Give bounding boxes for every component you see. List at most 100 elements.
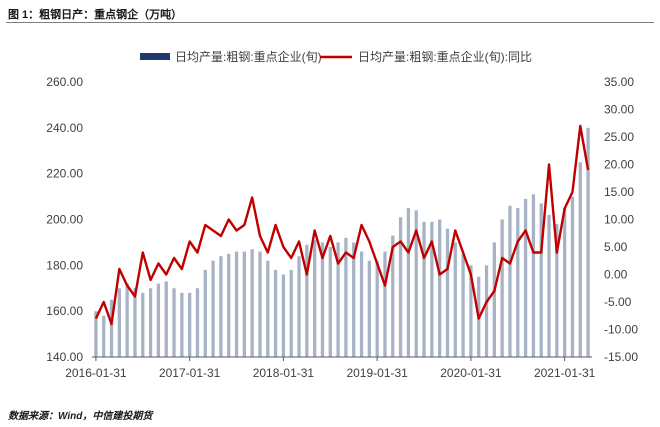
bar (375, 260, 379, 357)
bar (398, 217, 403, 357)
right-tick-label: -5.00 (604, 295, 632, 309)
bar (211, 260, 215, 357)
bar (391, 235, 395, 357)
bar (484, 265, 489, 357)
left-tick-label: 240.00 (46, 121, 83, 135)
right-tick-label: -15.00 (604, 350, 638, 364)
figure-title: 图 1：粗钢日产：重点钢企（万吨） (8, 9, 183, 21)
bar (281, 274, 286, 357)
x-tick-label: 2018-01-31 (253, 366, 315, 380)
bar (445, 228, 450, 357)
left-tick-label: 260.00 (46, 75, 83, 89)
bar (547, 214, 551, 357)
bar (141, 292, 145, 357)
bar (367, 260, 371, 357)
bar (94, 311, 98, 357)
bar (461, 253, 465, 358)
bar (266, 260, 270, 357)
bar (133, 288, 137, 357)
bar (156, 283, 161, 357)
right-tick-label: 20.00 (604, 158, 634, 172)
bar (539, 203, 543, 357)
bar (469, 265, 473, 357)
legend-bar-label: 日均产量:粗钢:重点企业(旬) (175, 49, 322, 64)
bar (336, 242, 340, 357)
bar (344, 237, 348, 357)
bar (180, 292, 184, 357)
right-tick-label: 35.00 (604, 75, 634, 89)
left-tick-label: 160.00 (46, 304, 83, 318)
left-y-axis: 140.00 160.00 180.00 200.00 220.00 240.00 260.… (46, 75, 83, 364)
bar (289, 269, 293, 357)
bar (242, 251, 246, 357)
bar (453, 242, 457, 357)
bar (258, 251, 262, 357)
right-tick-label: 10.00 (604, 213, 634, 227)
bar (523, 198, 528, 358)
right-tick-label: 25.00 (604, 130, 634, 144)
bar (148, 288, 153, 357)
x-tick-label: 2020-01-31 (440, 366, 502, 380)
bar (188, 292, 192, 357)
title-underline (6, 22, 654, 23)
yoy-line-series (94, 124, 590, 326)
data-source: 数据来源：Wind，中信建投期货 (8, 411, 153, 422)
bar (570, 196, 575, 357)
bar (500, 219, 504, 357)
bar-series (94, 127, 590, 358)
x-axis: 2016-01-31 2017-01-31 2018-01-31 2019-01-31… (65, 356, 596, 380)
bar (406, 208, 411, 357)
left-tick-label: 180.00 (46, 258, 83, 272)
bar (563, 208, 567, 357)
bar (195, 288, 200, 357)
x-tick-label: 2016-01-31 (65, 366, 127, 380)
legend: 日均产量:粗钢:重点企业(旬) 日均产量:粗钢:重点企业(旬):同比 (140, 49, 532, 64)
bar (531, 194, 536, 357)
right-tick-label: 30.00 (604, 103, 634, 117)
bar (164, 281, 168, 358)
bar (109, 299, 114, 357)
bar (320, 242, 325, 357)
bar (227, 253, 231, 358)
legend-line-label: 日均产量:粗钢:重点企业(旬):同比 (358, 49, 532, 64)
bar (117, 288, 121, 357)
right-y-axis: -15.00 -10.00 -5.00 0.00 5.00 10.00 15.00 20.00… (604, 75, 638, 364)
left-tick-label: 220.00 (46, 167, 83, 181)
x-tick-label: 2017-01-31 (159, 366, 221, 380)
bar (273, 269, 278, 357)
x-tick-label: 2019-01-31 (346, 366, 408, 380)
bar (516, 208, 520, 357)
bar (492, 242, 496, 357)
left-tick-label: 140.00 (46, 350, 83, 364)
bar (430, 221, 434, 357)
bar (234, 251, 239, 357)
bar (508, 205, 512, 357)
bar (352, 242, 356, 357)
bar (250, 249, 254, 357)
bar (297, 256, 301, 357)
right-tick-label: 5.00 (604, 240, 628, 254)
bar (305, 244, 309, 357)
bar (414, 210, 418, 357)
bar (586, 127, 590, 357)
bar (328, 247, 332, 357)
bar (578, 162, 582, 357)
legend-bar-swatch (140, 53, 170, 60)
x-tick-label: 2021-01-31 (534, 366, 596, 380)
bar (125, 283, 129, 357)
bar (203, 269, 207, 357)
right-tick-label: -10.00 (604, 323, 638, 337)
bar (422, 221, 426, 357)
bar (219, 256, 223, 357)
right-tick-label: 0.00 (604, 268, 628, 282)
bar (102, 315, 106, 357)
bar (555, 224, 559, 357)
right-tick-label: 15.00 (604, 185, 634, 199)
bar (359, 251, 364, 357)
left-tick-label: 200.00 (46, 213, 83, 227)
bar (172, 288, 176, 357)
bar (438, 219, 442, 357)
bar (383, 251, 387, 357)
bar (313, 240, 317, 358)
